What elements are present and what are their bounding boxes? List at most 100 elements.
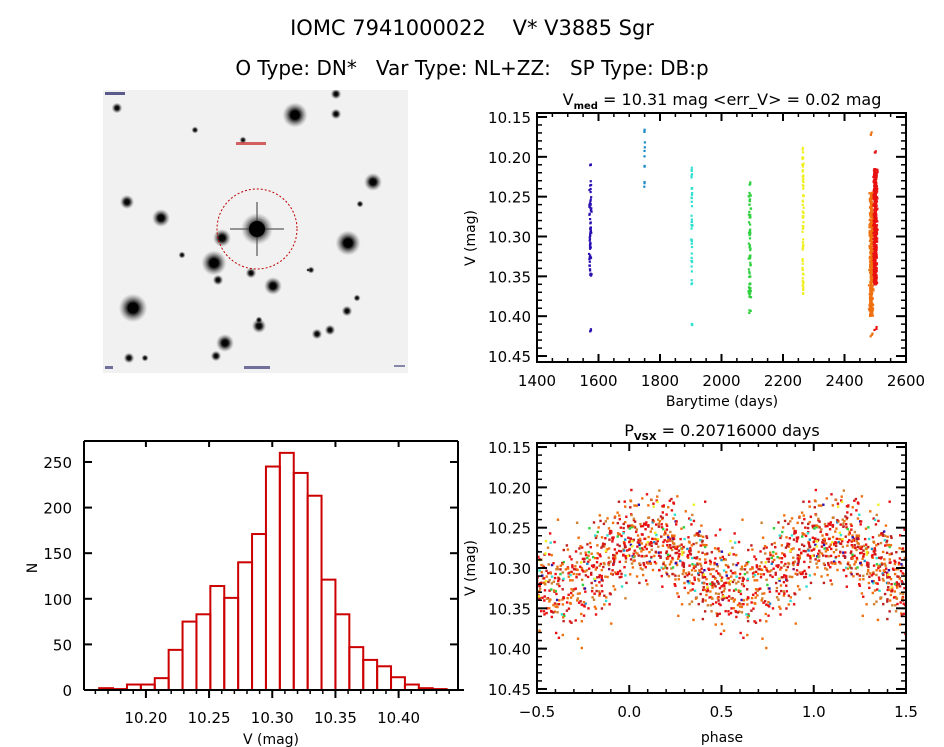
phased-point — [633, 520, 637, 523]
phased-point — [609, 592, 612, 596]
phased-point — [875, 513, 878, 517]
phased-point — [552, 562, 555, 565]
phased-point — [896, 567, 900, 571]
light-curve-point — [748, 290, 751, 293]
field-star-core — [143, 356, 147, 360]
phased-point — [897, 563, 901, 566]
phased-point — [548, 600, 551, 603]
light-curve-point — [872, 188, 876, 191]
light-curve-point — [801, 151, 805, 154]
phased-point — [590, 589, 594, 593]
phased-point — [836, 505, 840, 508]
light-curve-point — [869, 243, 872, 246]
x-tick-label: 10.20 — [124, 709, 167, 727]
phased-point — [605, 596, 608, 599]
phased-point — [785, 590, 789, 593]
phased-point — [644, 566, 647, 569]
phased-point — [778, 534, 781, 537]
phased-point — [821, 534, 824, 537]
field-star-core — [221, 339, 229, 347]
phased-point — [560, 613, 564, 616]
phased-point — [882, 602, 885, 606]
phased-point — [854, 567, 858, 570]
phased-point — [665, 550, 668, 553]
phased-point — [561, 588, 564, 591]
light-curve-point — [869, 308, 872, 311]
phased-point — [655, 523, 658, 526]
light-curve-point — [589, 254, 592, 257]
light-curve-point — [872, 180, 875, 183]
phased-point — [813, 524, 816, 527]
phased-point — [616, 521, 620, 525]
phased-point — [787, 562, 791, 566]
phased-point — [660, 574, 663, 578]
phased-point — [593, 605, 597, 609]
phased-point — [887, 582, 890, 585]
phased-point — [691, 582, 695, 585]
histogram-xlabel: V (mag) — [243, 732, 299, 747]
light-curve-point — [875, 325, 878, 329]
light-curve-point — [643, 149, 646, 153]
phased-point — [538, 587, 542, 590]
phased-point — [874, 581, 878, 585]
histogram-bar — [306, 494, 323, 691]
light-curve-point — [875, 256, 879, 259]
phased-point — [874, 553, 877, 556]
phased-point — [701, 598, 705, 601]
phased-point — [738, 610, 741, 613]
phased-point — [893, 559, 896, 562]
phased-point — [798, 515, 801, 518]
phased-point — [886, 617, 889, 621]
phased-point — [562, 577, 565, 581]
phased-point — [888, 576, 891, 579]
light-curve-point — [801, 230, 804, 233]
phased-point — [742, 603, 745, 606]
histogram-bar — [278, 451, 295, 691]
phased-point — [836, 518, 839, 522]
light-curve-point — [801, 262, 804, 265]
phased-point — [674, 578, 677, 581]
phased-point — [716, 597, 720, 600]
y-tick-label: 200 — [43, 500, 72, 518]
phased-point — [567, 572, 570, 575]
phased-point — [792, 603, 796, 606]
phased-point — [616, 572, 620, 576]
phased-point — [709, 562, 712, 566]
phased-point — [757, 568, 760, 571]
phased-point — [584, 574, 588, 577]
phased-point — [727, 581, 731, 585]
phased-point — [688, 541, 691, 544]
light-curve-point — [589, 184, 592, 187]
light-curve-point — [874, 258, 877, 261]
light-curve-point — [870, 211, 873, 214]
phased-point — [804, 534, 808, 538]
phased-point — [753, 555, 756, 558]
light-curve-point — [587, 252, 591, 256]
phased-point — [801, 521, 804, 525]
light-curve-point — [801, 194, 805, 197]
phased-point — [538, 629, 541, 632]
phased-point — [733, 598, 737, 601]
phased-point — [692, 566, 696, 570]
phased-point — [863, 559, 866, 563]
phased-point — [722, 595, 725, 598]
phased-point — [811, 536, 815, 539]
x-tick-label: 10.25 — [188, 709, 231, 727]
phased-point — [549, 572, 552, 575]
light-curve-point — [871, 277, 874, 280]
phased-point — [894, 595, 897, 599]
light-curve-point — [802, 211, 805, 214]
phased-point — [822, 541, 825, 545]
phased-point — [601, 544, 604, 548]
phased-point — [692, 542, 695, 546]
light-curve-point — [874, 226, 877, 229]
phased-point — [899, 569, 903, 573]
phased-point — [687, 591, 690, 595]
phased-point — [620, 572, 623, 575]
phased-point — [877, 519, 880, 523]
phased-point — [816, 566, 819, 569]
phased-point — [608, 561, 611, 564]
field-star-core — [127, 302, 139, 314]
phased-point — [824, 550, 828, 553]
phased-point — [823, 522, 827, 526]
